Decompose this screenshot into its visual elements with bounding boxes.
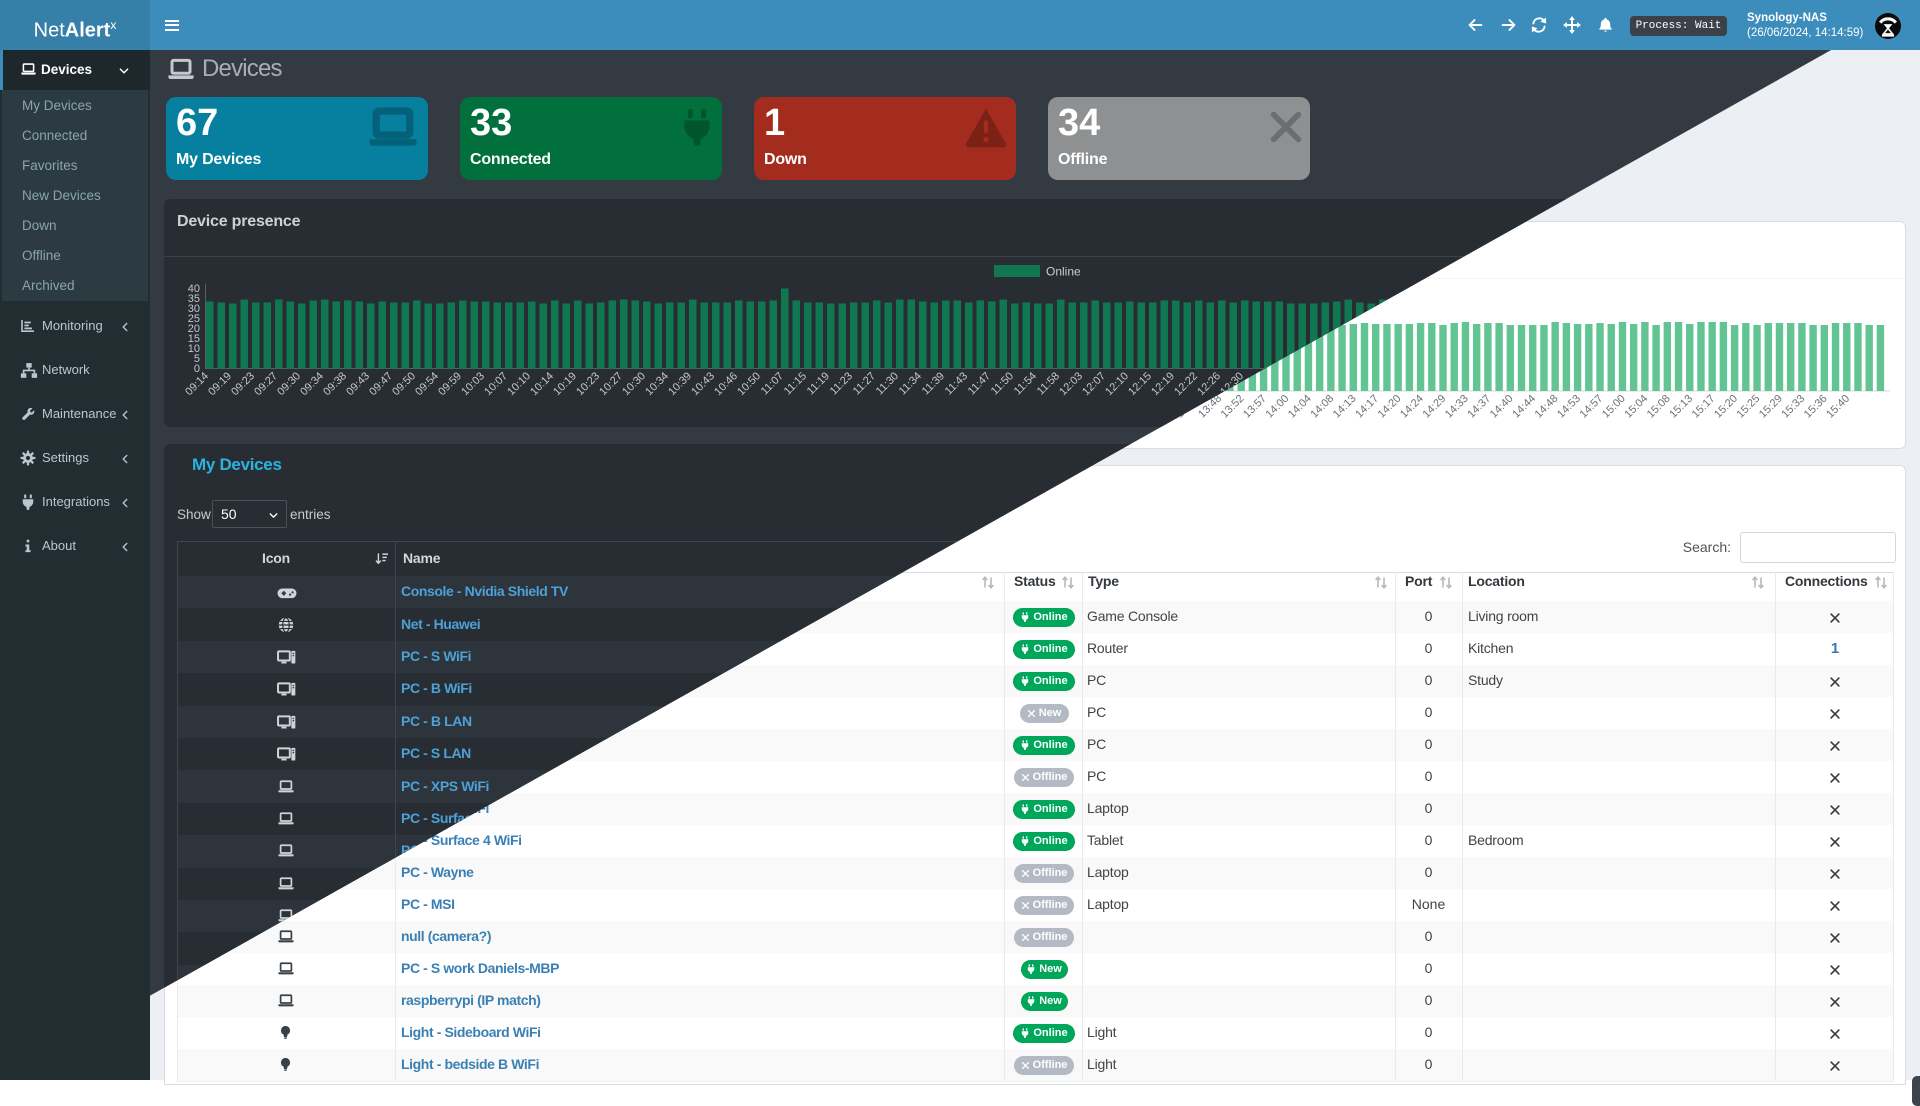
svg-text:13:57: 13:57 [1241, 393, 1269, 421]
svg-text:11:15: 11:15 [782, 370, 809, 397]
svg-text:14:53: 14:53 [1555, 393, 1583, 421]
svg-text:15:36: 15:36 [1802, 393, 1830, 421]
svg-text:15:33: 15:33 [1779, 393, 1807, 421]
svg-text:09:14: 09:14 [183, 370, 211, 398]
svg-text:10:43: 10:43 [689, 370, 717, 398]
svg-text:11:27: 11:27 [851, 370, 878, 397]
svg-text:11:19: 11:19 [805, 370, 832, 397]
svg-text:10:30: 10:30 [620, 370, 648, 398]
svg-text:11:23: 11:23 [828, 370, 855, 397]
svg-text:10:50: 10:50 [735, 370, 763, 398]
svg-text:35: 35 [188, 293, 200, 305]
svg-text:14:04: 14:04 [1286, 393, 1314, 421]
svg-text:14:40: 14:40 [1488, 393, 1516, 421]
svg-text:12:15: 12:15 [1126, 370, 1154, 398]
svg-text:11:07: 11:07 [759, 370, 786, 397]
svg-text:14:29: 14:29 [1420, 393, 1448, 421]
svg-text:11:39: 11:39 [920, 370, 947, 397]
svg-text:09:47: 09:47 [367, 370, 395, 398]
svg-text:11:50: 11:50 [989, 370, 1016, 397]
svg-text:0: 0 [194, 363, 200, 375]
svg-text:14:57: 14:57 [1577, 393, 1605, 421]
svg-text:14:17: 14:17 [1353, 393, 1381, 421]
svg-text:15:13: 15:13 [1667, 393, 1695, 421]
svg-text:14:48: 14:48 [1533, 393, 1561, 421]
svg-text:10:03: 10:03 [459, 370, 487, 398]
svg-text:10:19: 10:19 [551, 370, 579, 398]
svg-text:12:19: 12:19 [1149, 370, 1177, 398]
svg-text:09:30: 09:30 [275, 370, 303, 398]
svg-text:15:00: 15:00 [1600, 393, 1628, 421]
svg-text:13:52: 13:52 [1219, 393, 1247, 421]
svg-text:10:14: 10:14 [528, 370, 556, 398]
svg-text:40: 40 [188, 283, 200, 295]
svg-text:12:03: 12:03 [1057, 370, 1085, 398]
svg-text:11:58: 11:58 [1035, 370, 1062, 397]
svg-text:10:27: 10:27 [597, 370, 625, 398]
svg-text:14:37: 14:37 [1465, 393, 1493, 421]
svg-text:09:19: 09:19 [206, 370, 234, 398]
svg-text:09:59: 09:59 [436, 370, 464, 398]
svg-text:14:33: 14:33 [1443, 393, 1471, 421]
svg-text:30: 30 [188, 303, 200, 315]
svg-text:15:25: 15:25 [1735, 393, 1763, 421]
svg-text:10:46: 10:46 [712, 370, 740, 398]
svg-text:15:29: 15:29 [1757, 393, 1785, 421]
svg-text:09:54: 09:54 [413, 370, 441, 398]
svg-text:12:26: 12:26 [1195, 370, 1223, 398]
svg-text:14:08: 14:08 [1308, 393, 1336, 421]
svg-text:15:40: 15:40 [1824, 393, 1852, 421]
svg-text:25: 25 [188, 313, 200, 325]
svg-text:09:27: 09:27 [252, 370, 280, 398]
svg-text:09:50: 09:50 [390, 370, 418, 398]
svg-text:20: 20 [188, 323, 200, 335]
svg-text:10: 10 [188, 343, 200, 355]
svg-text:14:24: 14:24 [1398, 393, 1426, 421]
svg-text:14:44: 14:44 [1510, 393, 1538, 421]
svg-text:15:20: 15:20 [1712, 393, 1740, 421]
svg-text:15:04: 15:04 [1622, 393, 1650, 421]
svg-text:10:39: 10:39 [666, 370, 694, 398]
svg-text:09:23: 09:23 [229, 370, 257, 398]
svg-text:14:13: 14:13 [1331, 393, 1359, 421]
svg-text:11:47: 11:47 [966, 370, 993, 397]
svg-text:11:30: 11:30 [874, 370, 901, 397]
svg-text:11:43: 11:43 [943, 370, 970, 397]
svg-text:11:54: 11:54 [1012, 370, 1039, 397]
svg-text:10:10: 10:10 [505, 370, 533, 398]
svg-text:14:00: 14:00 [1263, 393, 1291, 421]
svg-text:09:38: 09:38 [321, 370, 349, 398]
svg-text:12:22: 12:22 [1172, 370, 1200, 398]
svg-text:12:07: 12:07 [1080, 370, 1108, 398]
svg-text:09:34: 09:34 [298, 370, 326, 398]
svg-text:Online: Online [1046, 265, 1081, 279]
svg-text:10:34: 10:34 [643, 370, 671, 398]
svg-text:11:34: 11:34 [897, 370, 924, 397]
svg-text:12:10: 12:10 [1103, 370, 1131, 398]
svg-text:15:17: 15:17 [1690, 393, 1718, 421]
svg-text:15: 15 [188, 333, 200, 345]
svg-text:09:43: 09:43 [344, 370, 372, 398]
svg-text:15:08: 15:08 [1645, 393, 1673, 421]
svg-text:10:07: 10:07 [482, 370, 510, 398]
svg-text:5: 5 [194, 353, 200, 365]
svg-text:14:20: 14:20 [1376, 393, 1404, 421]
svg-text:10:23: 10:23 [574, 370, 602, 398]
